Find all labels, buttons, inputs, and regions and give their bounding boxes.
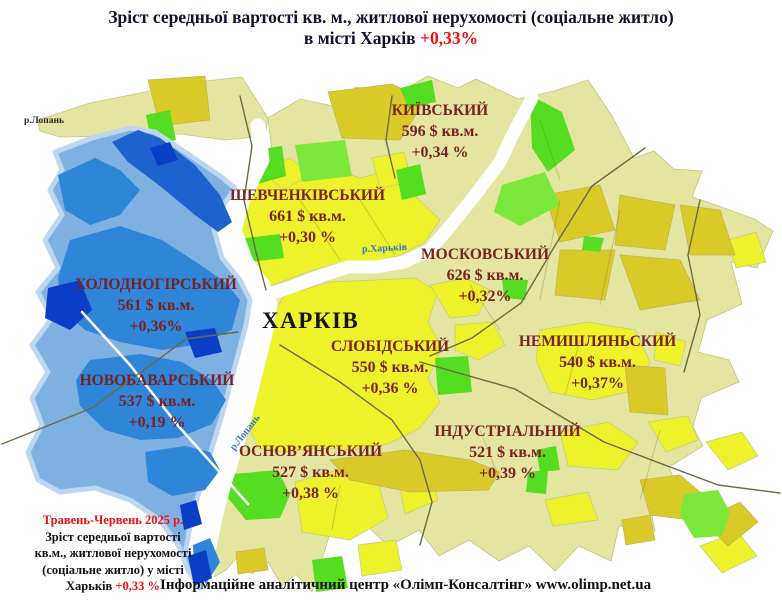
district-name: ХОЛОДНОГІРСЬКИЙ xyxy=(75,276,237,293)
map-mustard-zones xyxy=(147,75,759,575)
page-title-percent: +0,33% xyxy=(420,28,479,48)
district-label-nemyshlianskyi: НЕМИШЛЯНЬСКИЙ 540 $ кв.м. +0,37% xyxy=(505,331,690,394)
footer-credit: Інформаційне аналітичний центр «Олімп-Ко… xyxy=(160,577,652,593)
district-label-slobidskyi: СЛОБІДСЬКИЙ 550 $ кв.м. +0,36 % xyxy=(300,336,480,399)
district-label-industrialnyi: ІНДУСТРІАЛЬНИЙ 521 $ кв.м. +0,39 % xyxy=(415,421,600,484)
district-name: ІНДУСТРІАЛЬНИЙ xyxy=(434,423,581,440)
district-name: МОСКОВСЬКИЙ xyxy=(420,246,550,263)
infobox-period: Травень-Червень 2025 р. xyxy=(42,513,184,527)
district-price: 521 $ кв.м. xyxy=(469,444,546,461)
district-label-shevchenkivskyi: ШЕВЧЕНКІВСЬКИЙ 661 $ кв.м. +0,30 % xyxy=(210,185,405,248)
infobox-line2: кв.м., житлової нерухомості xyxy=(34,546,192,560)
map-rivers xyxy=(198,91,539,593)
district-price: 540 $ кв.м. xyxy=(559,354,636,371)
district-change: +0,30 % xyxy=(278,229,337,246)
infobox-city: Харьків xyxy=(65,579,116,593)
infobox-line3: (соціальне житло) у місті xyxy=(42,562,184,577)
district-change: +0,32% xyxy=(458,288,512,305)
map-blue-region xyxy=(25,125,253,591)
page-title-line2: в місті Харків +0,33% xyxy=(0,28,782,49)
district-name: КИЇВСЬКИЙ xyxy=(391,102,489,119)
district-price: 626 $ кв.м. xyxy=(446,267,524,284)
district-name: НЕМИШЛЯНЬСКИЙ xyxy=(518,333,677,350)
district-label-osnovianskyi: ОСНОВ’ЯНСЬКИЙ 527 $ кв.м. +0,38 % xyxy=(218,441,403,504)
district-label-novobavarskyi: НОВОБАВАРСЬКИЙ 537 $ кв.м. +0,19 % xyxy=(62,370,252,433)
district-name: ШЕВЧЕНКІВСЬКИЙ xyxy=(229,187,386,204)
district-change: +0,36 % xyxy=(361,380,419,397)
district-price: 596 $ кв.м. xyxy=(401,123,479,140)
district-price: 527 $ кв.м. xyxy=(272,464,349,481)
district-name: СЛОБІДСЬКИЙ xyxy=(330,338,450,355)
page-title: Зріст середньої вартості кв. м., житлово… xyxy=(0,7,782,49)
district-label-kyivskyi: КИЇВСЬКИЙ 596 $ кв.м. +0,34 % xyxy=(355,100,525,163)
page-title-city: в місті Харків xyxy=(303,28,420,48)
district-change: +0,36% xyxy=(129,318,183,335)
district-price: 661 $ кв.м. xyxy=(269,208,346,225)
district-change: +0,38 % xyxy=(281,485,340,502)
city-label: ХАРКІВ xyxy=(262,308,360,333)
river-label-kharkiv: р.Харьків xyxy=(361,241,408,256)
map-parcel-lines xyxy=(299,119,661,531)
district-change: +0,37% xyxy=(570,375,625,392)
district-name: НОВОБАВАРСЬКИЙ xyxy=(79,372,235,389)
infobox-line4: Харьків +0,33 % xyxy=(24,578,202,595)
district-label-kholodnohirskyi: ХОЛОДНОГІРСЬКИЙ 561 $ кв.м. +0,36% xyxy=(60,274,252,337)
infobox-percent: +0,33 % xyxy=(115,579,160,593)
district-change: +0,19 % xyxy=(128,414,186,431)
district-name: ОСНОВ’ЯНСЬКИЙ xyxy=(238,443,383,460)
district-price: 537 $ кв.м. xyxy=(118,393,196,410)
district-change: +0,39 % xyxy=(478,465,537,482)
page-title-line1: Зріст середньої вартості кв. м., житлово… xyxy=(108,7,674,27)
district-price: 561 $ кв.м. xyxy=(117,297,195,314)
district-label-moskovskyi: МОСКОВСЬКИЙ 626 $ кв.м. +0,32% xyxy=(395,244,575,307)
map-yellow-zones xyxy=(233,151,767,577)
summary-infobox: Травень-Червень 2025 р. Зріст середньої … xyxy=(24,512,202,595)
district-price: 550 $ кв.м. xyxy=(351,359,429,376)
district-change: +0,34 % xyxy=(411,144,469,161)
infobox-line1: Зріст середньої вартості xyxy=(45,529,181,544)
river-label-lopan-top: р.Лопань xyxy=(24,116,64,126)
map-roads xyxy=(1,95,781,546)
